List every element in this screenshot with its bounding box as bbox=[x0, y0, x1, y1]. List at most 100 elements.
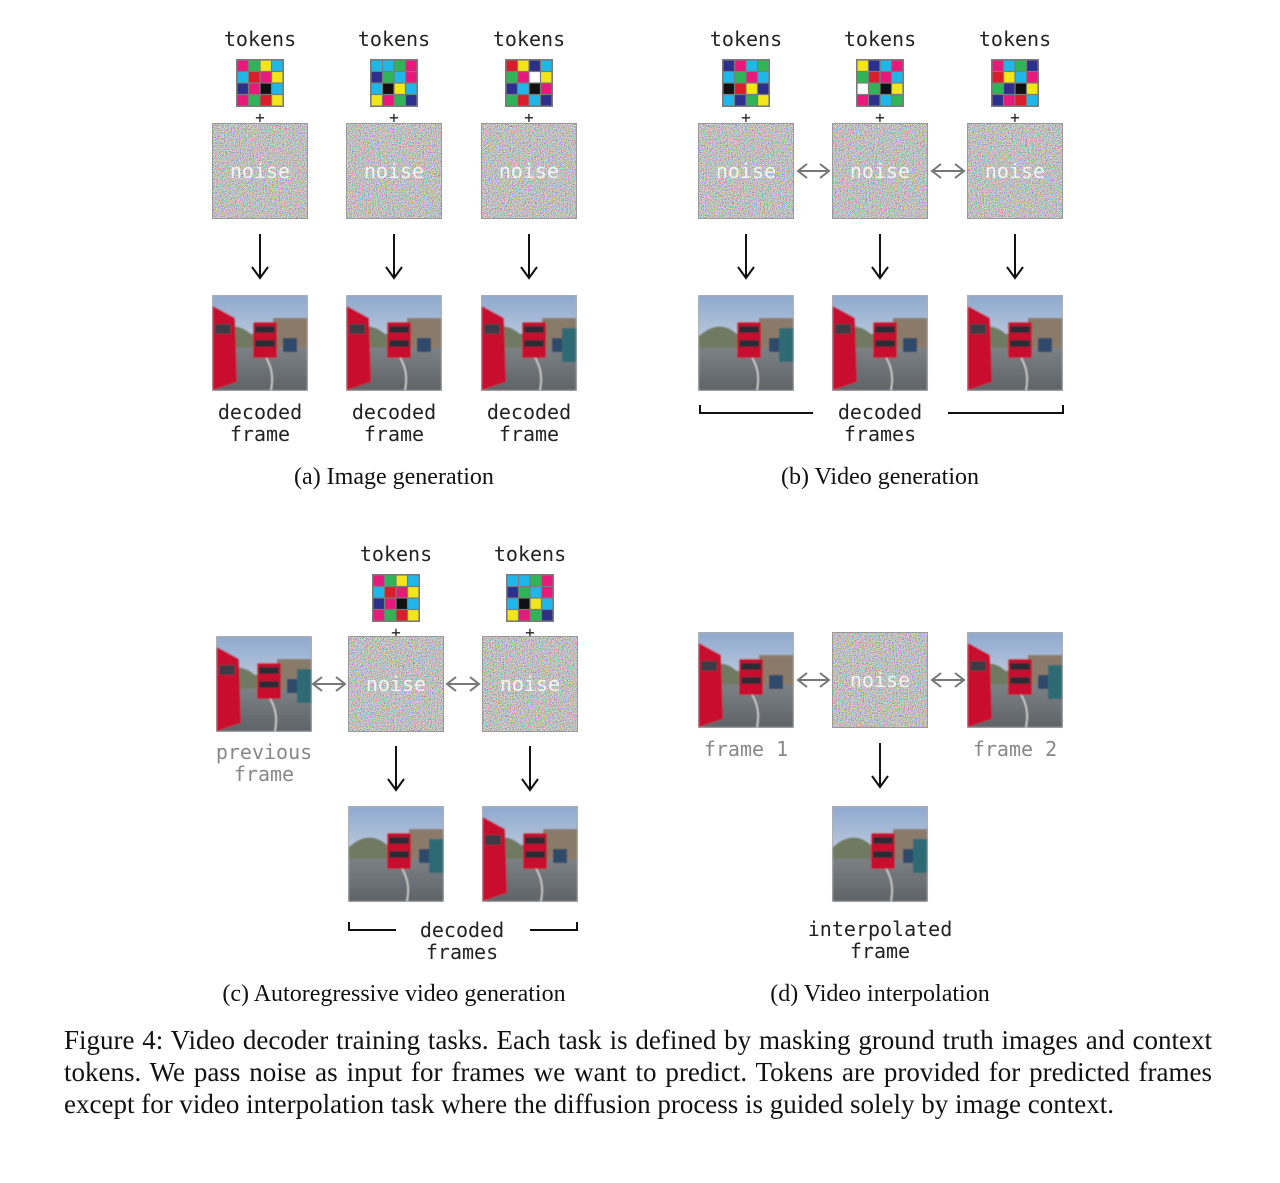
noise-label: noise bbox=[364, 159, 424, 183]
frame-image bbox=[698, 632, 794, 728]
frames-bracket bbox=[699, 405, 1064, 414]
token-cell bbox=[1004, 72, 1015, 83]
token-cell bbox=[373, 610, 384, 621]
token-cell bbox=[529, 60, 540, 71]
bus-window-top bbox=[873, 837, 893, 844]
near-bus-window bbox=[701, 661, 717, 671]
token-cell bbox=[992, 83, 1003, 94]
token-cell bbox=[383, 60, 394, 71]
frame-image bbox=[482, 806, 578, 902]
token-cell bbox=[519, 598, 530, 609]
token-cell bbox=[394, 83, 405, 94]
bus-window-top bbox=[875, 326, 895, 333]
bus-window-bottom bbox=[873, 851, 893, 858]
plus-sign: + bbox=[741, 108, 751, 127]
noise-frame: noise bbox=[698, 123, 794, 219]
token-cell bbox=[272, 72, 283, 83]
token-cell bbox=[371, 72, 382, 83]
decoded-frame-label-line1: decoded bbox=[487, 400, 571, 424]
token-cell bbox=[408, 587, 419, 598]
noise-label: noise bbox=[499, 159, 559, 183]
noise-frame: noise bbox=[832, 632, 928, 728]
plus-sign: + bbox=[524, 108, 534, 127]
tokens-label: tokens bbox=[224, 27, 296, 51]
road-marking bbox=[884, 866, 893, 902]
tokens-label: tokens bbox=[358, 27, 430, 51]
token-cell bbox=[518, 83, 529, 94]
bus-window-bottom bbox=[255, 340, 275, 347]
token-cell bbox=[746, 83, 757, 94]
noise-frame: noise bbox=[967, 123, 1063, 219]
token-cell bbox=[869, 72, 880, 83]
token-cell bbox=[880, 60, 891, 71]
token-cell bbox=[1027, 95, 1038, 106]
bus-window-top bbox=[255, 326, 275, 333]
token-cell bbox=[406, 60, 417, 71]
bidirectional-arrow-icon bbox=[311, 676, 347, 692]
near-bus-window bbox=[835, 324, 851, 334]
token-cell bbox=[249, 60, 260, 71]
token-cell bbox=[1004, 95, 1015, 106]
token-cell bbox=[541, 95, 552, 106]
token-cell bbox=[1004, 83, 1015, 94]
noise-frame: noise bbox=[348, 636, 444, 732]
token-cell bbox=[383, 72, 394, 83]
token-cell bbox=[880, 83, 891, 94]
token-cell bbox=[383, 83, 394, 94]
token-cell bbox=[373, 598, 384, 609]
road-marking bbox=[750, 355, 759, 391]
frame-1-label: frame 1 bbox=[704, 737, 788, 761]
token-cell bbox=[507, 575, 518, 586]
interpolated-frame-label-line2: frame bbox=[850, 939, 910, 963]
near-bus bbox=[483, 817, 507, 901]
tokens-group: tokens + bbox=[844, 27, 916, 127]
token-cell bbox=[506, 83, 517, 94]
bus-window-bottom bbox=[524, 340, 544, 347]
noise-label: noise bbox=[716, 159, 776, 183]
decoded-frame-label-line1: decoded bbox=[218, 400, 302, 424]
token-cell bbox=[507, 598, 518, 609]
token-cell bbox=[373, 575, 384, 586]
bus-window-bottom bbox=[741, 677, 761, 684]
car bbox=[769, 675, 783, 689]
token-cell bbox=[1015, 72, 1026, 83]
noise-texture bbox=[833, 633, 927, 727]
token-cell bbox=[260, 95, 271, 106]
frame-image bbox=[967, 295, 1063, 391]
truck bbox=[429, 839, 443, 873]
road-marking bbox=[533, 355, 542, 391]
token-cell bbox=[519, 587, 530, 598]
token-cell bbox=[880, 95, 891, 106]
token-cell bbox=[869, 95, 880, 106]
token-cell bbox=[383, 95, 394, 106]
token-cell bbox=[249, 95, 260, 106]
token-cell bbox=[506, 60, 517, 71]
decoded-frame-label-line2: frame bbox=[499, 422, 559, 446]
token-cell bbox=[735, 83, 746, 94]
token-cell bbox=[542, 598, 553, 609]
frame-image bbox=[698, 295, 794, 391]
bus-window-top bbox=[739, 326, 759, 333]
road-marking bbox=[884, 355, 893, 391]
tokens-group: tokens + bbox=[360, 542, 432, 642]
decoded-frames-label-c-line1: decoded bbox=[420, 918, 504, 942]
down-arrow-icon bbox=[1006, 234, 1024, 280]
token-cell bbox=[373, 587, 384, 598]
frame-image bbox=[348, 806, 444, 902]
token-cell bbox=[408, 610, 419, 621]
decoded-frames-label-c-line2: frames bbox=[426, 940, 498, 964]
car bbox=[1038, 338, 1052, 352]
caption-text: Video decoder training tasks. Each task … bbox=[64, 1025, 1213, 1119]
tokens-label: tokens bbox=[979, 27, 1051, 51]
near-bus bbox=[699, 643, 723, 727]
figure-4: tokens+noisedecodedframetokens+noisedeco… bbox=[212, 27, 1064, 1007]
bidirectional-arrow-icon bbox=[930, 163, 966, 179]
car bbox=[903, 338, 917, 352]
token-cell bbox=[519, 575, 530, 586]
truck bbox=[562, 328, 576, 362]
token-cell bbox=[406, 83, 417, 94]
road-marking bbox=[534, 866, 543, 902]
token-cell bbox=[237, 83, 248, 94]
noise-label: noise bbox=[366, 672, 426, 696]
plus-sign: + bbox=[389, 108, 399, 127]
